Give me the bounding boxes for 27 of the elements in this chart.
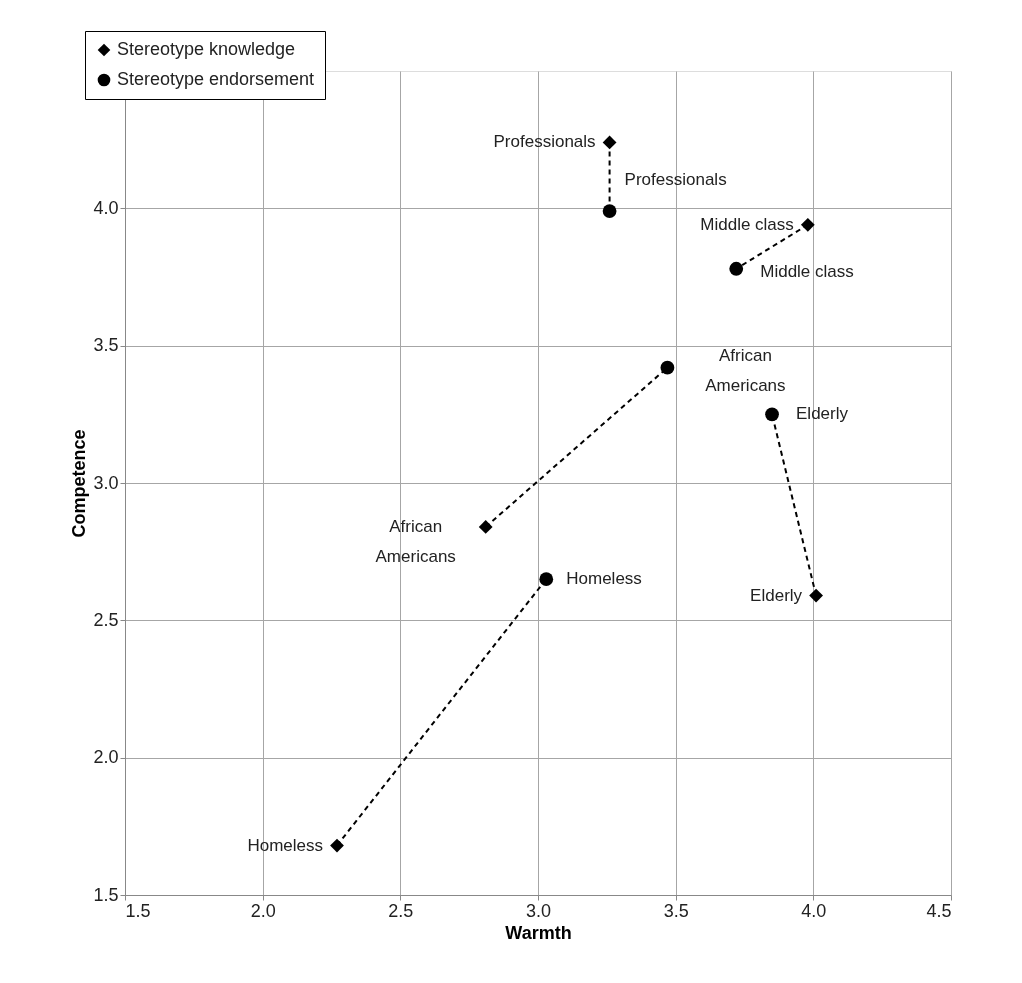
annotation: Middle class xyxy=(760,261,854,281)
x-tick-label: 2.5 xyxy=(388,900,414,921)
x-tick-label: 2.0 xyxy=(250,900,276,921)
y-tick-label: 4.0 xyxy=(93,197,119,218)
annotation: Professionals xyxy=(624,170,727,190)
annotation: African Americans xyxy=(375,516,456,566)
annotation: Elderly xyxy=(796,404,849,424)
y-tick-label: 3.5 xyxy=(93,335,119,356)
x-tick-label: 4.5 xyxy=(926,900,952,921)
y-axis-title: Competence xyxy=(69,429,90,538)
x-tick-label: 1.5 xyxy=(125,900,151,921)
x-tick-label: 3.5 xyxy=(663,900,689,921)
annotation: Professionals xyxy=(493,132,596,152)
annotation: Homeless xyxy=(247,835,324,855)
legend-label: Stereotype knowledge xyxy=(117,39,296,59)
annotation: African Americans xyxy=(705,345,786,395)
annotation: Elderly xyxy=(750,585,803,605)
x-axis-title: Warmth xyxy=(505,922,572,943)
x-tick-label: 3.0 xyxy=(525,900,552,921)
annotation: Middle class xyxy=(700,214,794,234)
y-tick-label: 2.5 xyxy=(93,609,119,630)
annotation: Homeless xyxy=(566,569,642,589)
y-tick-label: 3.0 xyxy=(93,472,119,493)
x-tick-label: 4.0 xyxy=(801,900,827,921)
y-tick-label: 2.0 xyxy=(93,747,119,768)
legend-label: Stereotype endorsement xyxy=(117,69,315,89)
y-tick-label: 1.5 xyxy=(93,884,119,905)
